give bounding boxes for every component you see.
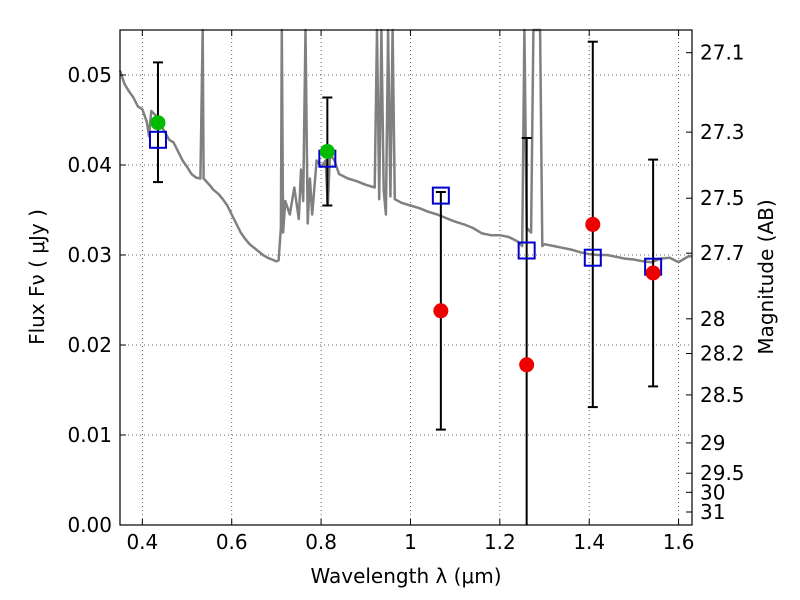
x-tick-label: 1.6: [663, 530, 695, 554]
x-tick-label: 0.6: [216, 530, 248, 554]
right-y-tick-label: 29.5: [700, 461, 745, 485]
y-tick-label: 0.03: [67, 243, 112, 267]
x-tick-label: 0.8: [305, 530, 337, 554]
observed-flux-point: [519, 357, 535, 373]
y-tick-labels: 0.00 0.01 0.02 0.03 0.04 0.05: [67, 63, 112, 537]
right-y-tick-label: 27.7: [700, 241, 745, 265]
data-markers: [148, 115, 663, 373]
observed-flux-point: [150, 115, 166, 131]
x-tick-label: 0.4: [126, 530, 158, 554]
y-axis-label: Flux Fν ( μJy ): [25, 209, 49, 345]
plot-frame: [119, 29, 693, 526]
grid: [120, 30, 692, 525]
model-sed-line: [118, 28, 693, 264]
y-tick-label: 0.02: [67, 333, 112, 357]
right-y-tick-label: 28.2: [700, 342, 745, 366]
error-bars: [152, 40, 659, 525]
y-tick-label: 0.00: [67, 513, 112, 537]
y-tick-label: 0.05: [67, 63, 112, 87]
x-tick-label: 1: [404, 530, 417, 554]
right-y-tick-label: 27.3: [700, 120, 745, 144]
right-y-tick-label: 28.5: [700, 383, 745, 407]
model-flux-square: [431, 186, 450, 205]
x-tick-label: 1.4: [573, 530, 605, 554]
model-flux-square: [148, 130, 167, 149]
observed-flux-point: [433, 303, 449, 319]
y-tick-label: 0.04: [67, 153, 112, 177]
model-flux-square: [583, 248, 602, 267]
x-tick-labels: 0.4 0.6 0.8 1 1.2 1.4 1.6: [126, 530, 694, 554]
observed-flux-point: [319, 144, 335, 159]
right-y-tick-label: 31: [700, 500, 725, 524]
model-flux-square: [517, 241, 536, 260]
right-y-tick-label: 27.5: [700, 186, 745, 210]
y-tick-label: 0.01: [67, 423, 112, 447]
right-y-tick-label: 28: [700, 307, 725, 331]
x-axis-label: Wavelength λ (μm): [310, 564, 501, 588]
observed-flux-point: [645, 265, 661, 281]
axis-ticks: [120, 30, 692, 526]
right-y-tick-label: 29: [700, 431, 725, 455]
x-tick-label: 1.2: [484, 530, 516, 554]
right-y-tick-label: 27.1: [700, 41, 745, 65]
right-y-tick-label: 30: [700, 480, 725, 504]
observed-flux-point: [585, 216, 601, 232]
right-y-axis-label: Magnitude (AB): [754, 199, 778, 354]
model-sed-curve: [118, 28, 693, 264]
